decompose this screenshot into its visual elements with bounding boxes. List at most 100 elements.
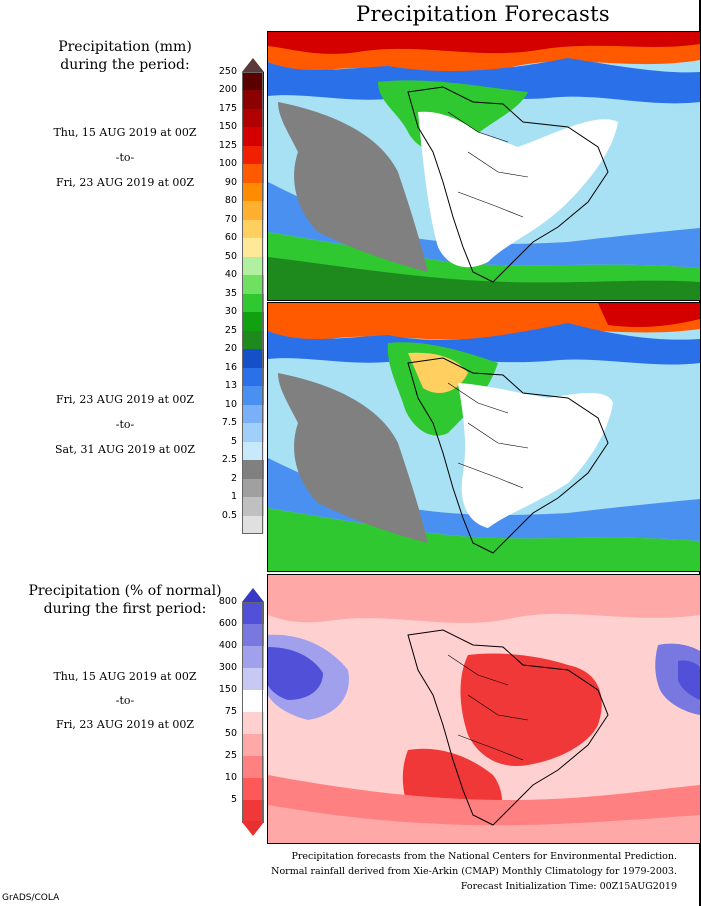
legend-pct-tick-label: 300 [218,662,237,673]
legend-pct-top-arrow [242,588,264,602]
legend-pct-tick-label: 800 [218,596,237,607]
legend-mm-tick-label: 20 [224,343,237,355]
legend-pct-swatch [242,712,264,735]
legend-mm-swatch [242,497,264,516]
legend-mm-tick-label: 35 [224,287,237,299]
legend-mm-swatch [242,460,264,480]
legend-pct-swatch [242,800,264,823]
footer-notes: Precipitation forecasts from the Nationa… [271,849,677,894]
legend-mm-swatch [242,127,264,147]
legend-pct-tick-label: 25 [224,750,237,761]
legend-mm-tick-label: 25 [224,324,237,336]
legend-mm-tick-label: 5 [230,435,237,447]
forecast-map-week2 [267,302,701,572]
legend-pct-tick-label: 600 [218,618,237,629]
legend-pct-outline [242,602,263,822]
precip-percent-legend: 800 600 400 300 150 75 50 25 10 5 [219,588,264,836]
legend-mm-tick-label: 250 [218,66,237,77]
legend-mm-swatch [242,515,264,535]
panel1-heading: Precipitation (mm) during the period: [10,38,240,74]
legend-mm-tick-label: 150 [218,121,237,133]
forecast-map-week1 [267,31,701,301]
legend-mm-tick-label: 80 [224,195,237,207]
page-title: Precipitation Forecasts [356,2,610,26]
legend-mm-tick-label: 40 [224,269,237,281]
footer-line2: Normal rainfall derived from Xie-Arkin (… [271,866,677,877]
legend-mm-swatch [242,312,264,332]
legend-pct-swatch [242,690,264,713]
legend-mm-tick-label: 10 [224,398,237,410]
legend-pct-tick-label: 150 [218,684,237,695]
legend-mm-tick-label: 50 [224,250,237,262]
panel1-end-date: Fri, 23 AUG 2019 at 00Z [56,176,194,189]
panel3-heading: Precipitation (% of normal) during the f… [10,582,240,618]
legend-mm-tick-label: 60 [224,232,237,244]
legend-mm-tick-label: 13 [224,380,237,392]
panel3-start-date: Thu, 15 AUG 2019 at 00Z [53,670,197,683]
legend-pct-tick-label: 10 [224,772,237,783]
panel2-start-date: Fri, 23 AUG 2019 at 00Z [56,393,194,406]
precip-mm-legend: 250 200 175 150 125 100 90 80 70 60 50 40 35 30 25 20 16… [219,58,264,548]
legend-mm-swatch [242,478,264,498]
legend-mm-tick-label: 200 [218,84,237,96]
legend-pct-swatch [242,624,264,647]
legend-mm-swatch [242,238,264,258]
legend-mm-swatch [242,108,264,128]
panel1-heading-line2: during the period: [60,57,190,73]
legend-pct-swatch [242,756,264,779]
legend-mm-tick-label: 125 [218,139,237,151]
legend-mm-swatch [242,349,264,369]
legend-mm-swatch [242,441,264,461]
footer-line1: Precipitation forecasts from the Nationa… [291,851,678,862]
legend-mm-swatch [242,256,264,276]
forecast-map-week1-graphic [268,32,700,300]
legend-mm-swatch [242,219,264,239]
legend-mm-swatch [242,293,264,313]
legend-mm-tick-label: 90 [224,176,237,188]
legend-pct-tick-label: 75 [224,706,237,717]
legend-mm-outline [242,72,263,534]
legend-mm-tick-label: 16 [224,361,237,373]
legend-mm-tick-label: 0.5 [221,509,237,521]
legend-pct-swatch [242,646,264,669]
legend-mm-tick-label: 2 [230,472,237,484]
legend-pct-swatch [242,602,264,625]
legend-mm-tick-label: 100 [218,158,237,170]
percent-normal-map-graphic [268,575,700,843]
percent-normal-map [267,574,701,844]
legend-pct-swatch [242,734,264,757]
panel2-separator: -to- [115,418,135,431]
legend-mm-tick-label: 70 [224,213,237,225]
legend-mm-bottom-arrow [242,534,264,548]
forecast-map-week2-graphic [268,303,700,571]
legend-pct-tick-label: 5 [230,794,237,805]
legend-pct-swatch [242,668,264,691]
legend-mm-swatch [242,367,264,387]
legend-mm-swatch [242,275,264,295]
legend-mm-swatch [242,404,264,424]
panel3-separator: -to- [115,694,135,707]
legend-mm-top-arrow [242,58,264,72]
legend-mm-tick-label: 175 [218,102,237,114]
panel3-heading-line2: during the first period: [43,601,207,617]
panel1-heading-line1: Precipitation (mm) [58,39,192,55]
legend-pct-bottom-arrow [242,822,264,836]
footer-line3: Forecast Initialization Time: 00Z15AUG20… [460,881,677,892]
legend-mm-tick-label: 30 [224,306,237,318]
legend-mm-swatch [242,164,264,184]
legend-mm-tick-label: 7.5 [221,417,237,429]
panel3-heading-line1: Precipitation (% of normal) [28,583,222,599]
panel1-start-date: Thu, 15 AUG 2019 at 00Z [53,126,197,139]
legend-mm-tick-label: 1 [230,491,237,503]
legend-mm-tick-label: 2.5 [221,454,237,466]
legend-mm-swatch [242,201,264,221]
legend-mm-swatch [242,386,264,406]
legend-mm-swatch [242,72,264,91]
legend-mm-swatch [242,182,264,202]
panel2-end-date: Sat, 31 AUG 2019 at 00Z [54,443,196,456]
panel1-separator: -to- [115,151,135,164]
legend-mm-swatch [242,423,264,443]
legend-pct-tick-label: 400 [218,640,237,651]
grads-credit: GrADS/COLA [2,893,60,903]
legend-mm-swatch [242,145,264,165]
